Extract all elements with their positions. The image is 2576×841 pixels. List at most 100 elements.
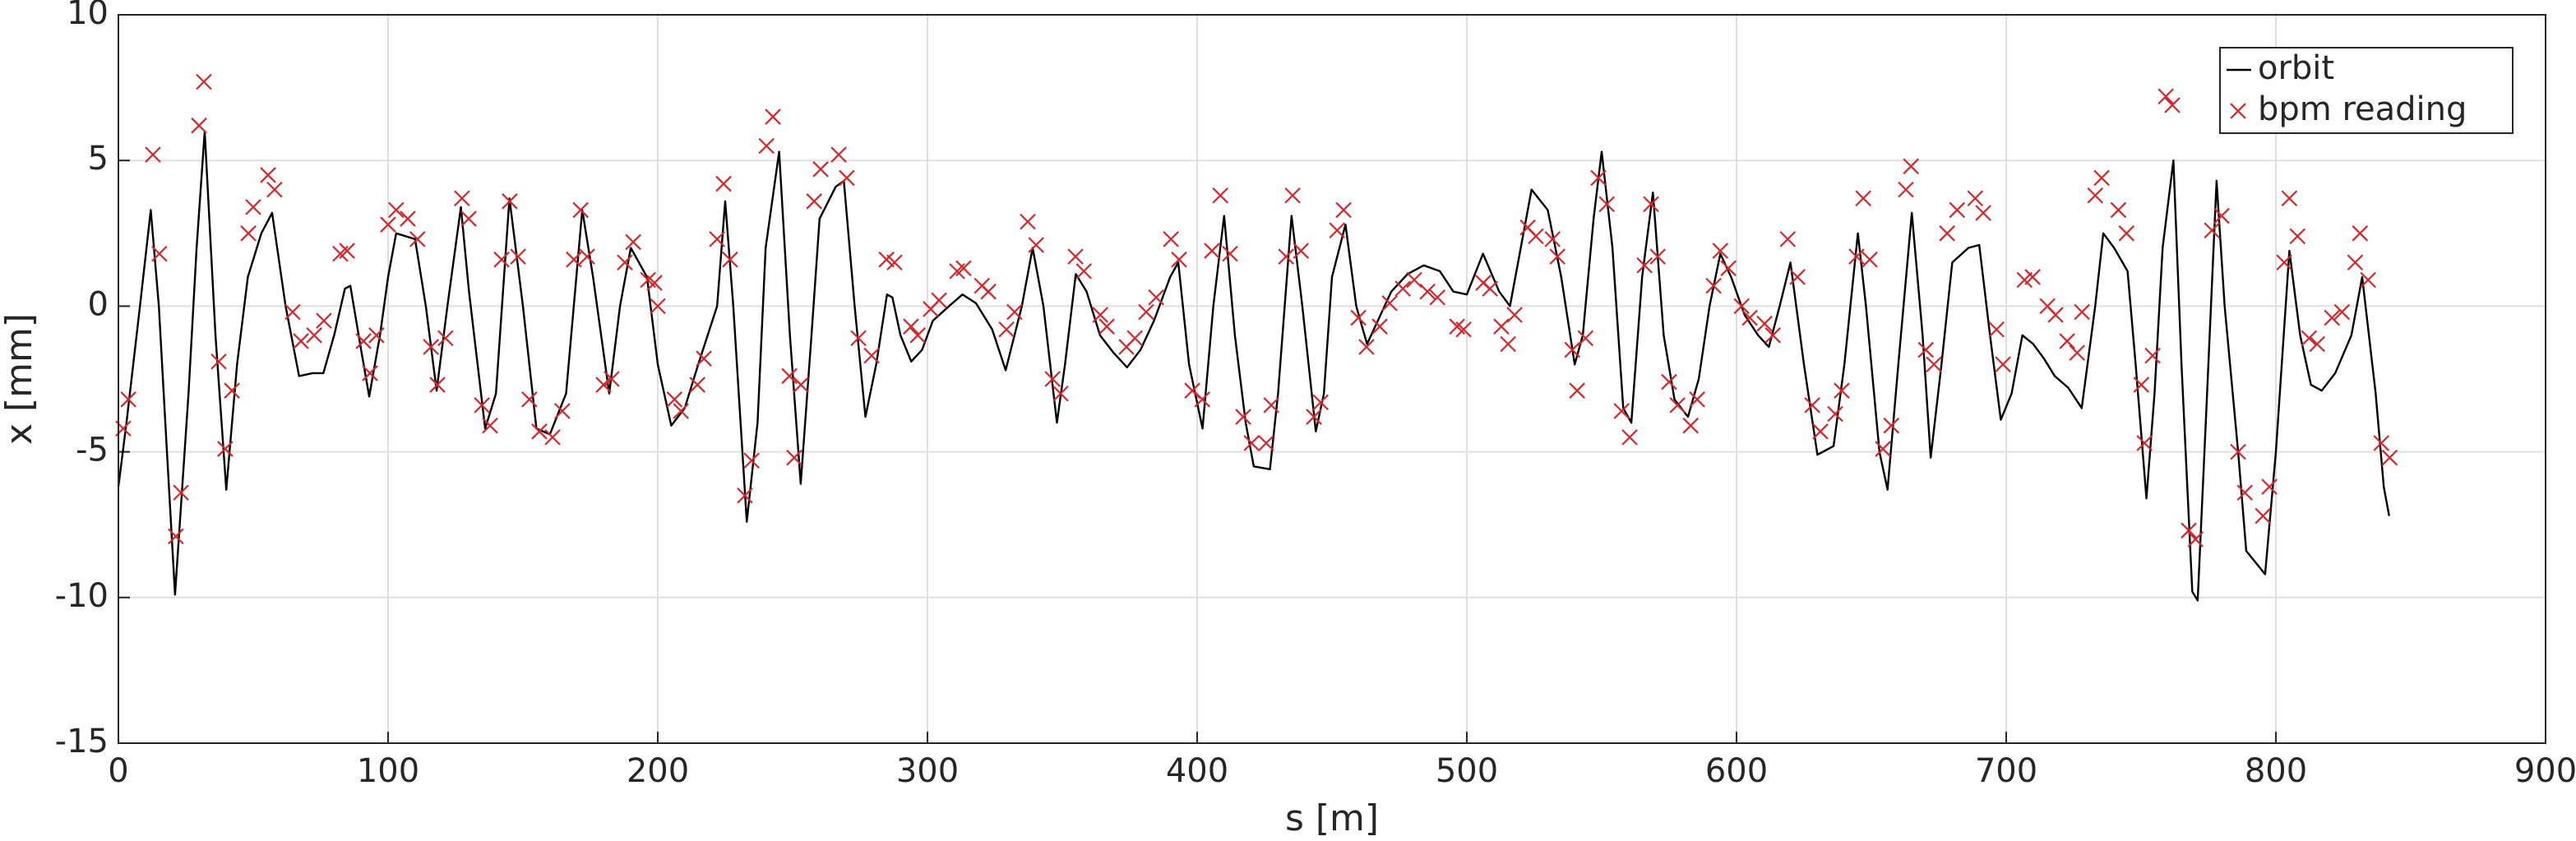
bpm-marker [2373, 435, 2390, 451]
bpm-marker [339, 243, 355, 259]
bpm-marker [1643, 196, 1659, 213]
bpm-marker [210, 353, 227, 370]
bpm-marker [1995, 356, 2011, 373]
bpm-marker [839, 169, 855, 187]
bpm-marker [1306, 409, 1322, 425]
bpm-marker [2255, 507, 2272, 524]
bpm-marker [806, 193, 823, 210]
bpm-marker [2069, 344, 2086, 361]
bpm-marker [1741, 309, 1758, 326]
bpm-marker [1075, 263, 1093, 280]
bpm-marker [191, 117, 207, 134]
bpm-marker [482, 417, 498, 434]
bpm-marker [2059, 333, 2075, 349]
bpm-marker [362, 365, 378, 381]
bpm-marker [2261, 478, 2278, 495]
bpm-marker [715, 175, 732, 192]
y-tick-label: 5 [88, 140, 109, 178]
bpm-marker [1949, 201, 1966, 219]
bpm-marker [2087, 187, 2104, 204]
bpm-marker [316, 312, 332, 329]
bpm-marker [2144, 347, 2161, 364]
bpm-marker [1590, 169, 1607, 187]
bpm-marker [1419, 283, 1436, 300]
bpm-marker [1126, 330, 1144, 347]
bpm-marker [625, 233, 641, 251]
bpm-marker [2276, 254, 2292, 271]
x-tick-label: 900 [2514, 752, 2576, 790]
bpm-marker [2133, 377, 2150, 393]
bpm-marker [1394, 280, 1412, 297]
bpm-marker [903, 318, 919, 335]
bpm-marker [1235, 409, 1251, 425]
bpm-marker [1975, 205, 1991, 221]
bpm-marker [454, 190, 470, 207]
bpm-marker [2289, 228, 2306, 245]
orbit-line [117, 130, 2390, 602]
y-tick-label: 10 [67, 0, 109, 32]
bpm-marker [2381, 449, 2398, 466]
y-tick-label: -15 [55, 723, 109, 760]
bpm-marker [554, 403, 571, 419]
bpm-marker [931, 292, 947, 309]
y-tick-label: -10 [55, 577, 109, 615]
bpm-marker [2074, 303, 2090, 321]
bpm-marker [793, 377, 809, 393]
bpm-marker [1429, 289, 1446, 306]
bpm-marker [531, 423, 548, 440]
bpm-marker [2136, 435, 2153, 451]
bpm-marker [1682, 417, 1700, 434]
legend-marker [2230, 103, 2246, 119]
bpm-marker [306, 327, 322, 344]
bpm-marker [1988, 321, 2005, 338]
bpm-marker [1350, 309, 1367, 326]
bpm-marker [196, 73, 212, 90]
plot-frame [118, 14, 2546, 744]
bpm-marker [521, 391, 538, 408]
bpm-marker [429, 377, 446, 393]
bpm-marker [2352, 225, 2369, 242]
bpm-marker [1067, 248, 1084, 265]
bpm-marker [1381, 295, 1398, 312]
bpm-marker [1669, 397, 1686, 414]
bpm-marker [1406, 271, 1422, 289]
bpm-marker [850, 330, 867, 347]
bpm-marker [758, 137, 775, 155]
bpm-marker [145, 146, 161, 163]
bpm-marker [1621, 429, 1638, 446]
bpm-marker [400, 210, 416, 227]
bpm-marker [595, 377, 612, 393]
bpm-marker [2110, 201, 2127, 219]
bpm-marker [423, 339, 439, 355]
bpm-marker [1564, 341, 1581, 358]
bpm-marker [1138, 303, 1154, 321]
x-tick-label: 100 [357, 752, 419, 790]
bpm-marker [1848, 248, 1865, 265]
bpm-marker [1312, 394, 1329, 411]
bpm-marker [293, 333, 309, 349]
bpm-marker [1720, 260, 1737, 277]
x-tick-label: 300 [896, 752, 959, 790]
bpm-marker [604, 371, 620, 387]
bpm-marker [689, 377, 705, 393]
bpm-marker [2047, 307, 2064, 323]
bpm-marker [1163, 231, 1179, 247]
bpm-marker [388, 201, 405, 219]
legend-label: orbit [2258, 49, 2334, 87]
bpm-marker [909, 327, 926, 344]
bpm-marker [650, 298, 666, 315]
y-axis-label: x [mm] [0, 313, 40, 445]
bpm-marker [2213, 207, 2230, 224]
bpm-marker [709, 231, 725, 247]
bpm-marker [1861, 251, 1878, 268]
bpm-marker [998, 321, 1015, 338]
bpm-marker [886, 254, 903, 271]
bpm-marker [2333, 303, 2351, 321]
bpm-marker [1689, 391, 1705, 408]
bpm-marker [1804, 397, 1820, 414]
bpm-marker [1528, 228, 1544, 245]
bpm-marker [830, 146, 847, 163]
bpm-marker [743, 452, 760, 469]
bpm-marker [217, 441, 234, 457]
